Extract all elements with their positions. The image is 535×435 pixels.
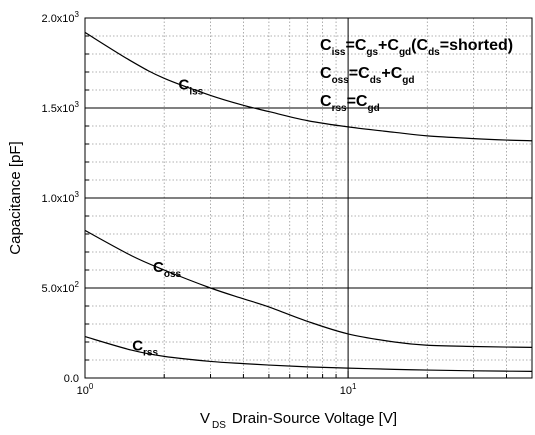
y-tick-exponent: 3 [75, 100, 80, 109]
formula-subscript: gd [367, 103, 379, 114]
formula-line: Ciss=Cgs+Cgd(Cds=shorted) [320, 37, 513, 58]
formula-subscript: ds [428, 47, 440, 58]
y-tick-exponent: 3 [75, 10, 80, 19]
x-axis-title-sub: DS [212, 420, 226, 431]
formula-text: +C [378, 37, 399, 54]
formula-text: (C [411, 37, 428, 54]
x-tick-exponent: 0 [89, 382, 94, 391]
curve-label-main: C [132, 337, 143, 354]
formula-text: +C [381, 65, 402, 82]
y-tick-exponent: 2 [75, 280, 80, 289]
formula-text: C [320, 65, 332, 82]
y-tick-mantissa: 1.5x10 [42, 103, 75, 115]
y-tick-mantissa: 0.0 [64, 373, 79, 385]
formula-text: =shorted) [440, 37, 513, 54]
x-axis-title-rest: Drain-Source Voltage [V] [232, 410, 397, 427]
x-tick-label: 101 [340, 382, 357, 397]
y-tick-label: 1.5x103 [42, 100, 80, 115]
formula-text: =C [349, 65, 370, 82]
formula-subscript: gd [399, 47, 411, 58]
formula-subscript: rss [332, 103, 347, 114]
x-axis-title: V DS Drain-Source Voltage [V] [200, 410, 397, 431]
x-axis-title-main: V [200, 410, 210, 427]
curve-layer [85, 32, 532, 371]
y-tick-exponent: 3 [75, 190, 80, 199]
formula-text: C [320, 93, 332, 110]
formula-line: Crss=Cgd [320, 93, 380, 114]
x-tick-exponent: 1 [352, 382, 357, 391]
y-axis-title: Capacitance [pF] [7, 141, 24, 254]
formula-text: =C [347, 93, 368, 110]
formula-text: C [320, 37, 332, 54]
y-tick-label: 0.0 [64, 373, 79, 385]
curve-label-coss: Coss [153, 259, 182, 280]
formula-subscript: gs [366, 47, 378, 58]
y-tick-label: 1.0x103 [42, 190, 80, 205]
curve-label-sub: rss [143, 347, 158, 358]
formula-text: =C [345, 37, 366, 54]
x-tick-base: 10 [340, 385, 352, 397]
curve-label-sub: oss [164, 269, 182, 280]
formula-subscript: oss [332, 75, 350, 86]
curve-label-main: C [179, 76, 190, 93]
x-tick-label: 100 [77, 382, 94, 397]
curve-label-crss: Crss [132, 337, 158, 358]
curve-label-main: C [153, 259, 164, 276]
y-tick-mantissa: 2.0x10 [42, 13, 75, 25]
curve-label-sub: iss [189, 86, 203, 97]
formula-subscript: gd [402, 75, 414, 86]
y-tick-label: 2.0x103 [42, 10, 80, 25]
y-tick-mantissa: 5.0x10 [42, 283, 75, 295]
formula-subscript: iss [332, 47, 346, 58]
formula-line: Coss=Cds+Cgd [320, 65, 415, 86]
annotation-layer: Ciss=Cgs+Cgd(Cds=shorted)Coss=Cds+CgdCrs… [320, 37, 513, 114]
formula-subscript: ds [370, 75, 382, 86]
curve-label-ciss: Ciss [179, 76, 204, 97]
curve-coss [85, 230, 532, 347]
y-tick-label: 5.0x102 [42, 280, 80, 295]
x-tick-base: 10 [77, 385, 89, 397]
y-tick-mantissa: 1.0x10 [42, 193, 75, 205]
